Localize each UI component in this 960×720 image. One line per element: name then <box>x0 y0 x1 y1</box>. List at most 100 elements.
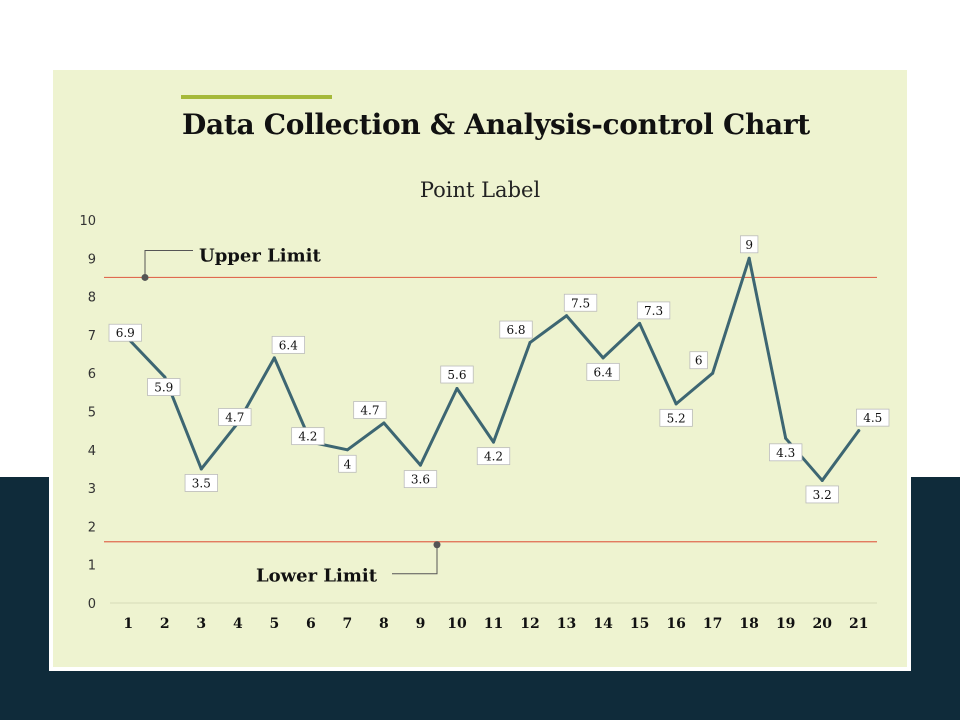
y-tick-label: 2 <box>88 520 96 535</box>
data-label-box <box>184 474 218 492</box>
data-label-box <box>659 408 693 427</box>
data-point <box>418 463 422 467</box>
data-label-text: 6.9 <box>116 326 135 340</box>
data-label: 6.9 <box>108 323 142 342</box>
data-point <box>747 256 751 260</box>
upper-limit-marker <box>141 273 149 281</box>
x-tick-label: 14 <box>593 616 613 632</box>
data-label: 5.6 <box>440 365 474 384</box>
data-labels: 6.9 5.9 3.5 4.7 6.4 4.2 4 4.7 3.6 5.6 4.2 6.8 7.5 6.4… <box>108 235 890 504</box>
data-label: 9 <box>740 235 759 254</box>
data-point <box>199 467 203 471</box>
data-label-box <box>805 485 839 504</box>
data-label: 6.4 <box>271 335 306 354</box>
y-tick-label: 9 <box>88 252 96 267</box>
data-label-text: 6.4 <box>279 338 298 352</box>
data-label: 6 <box>689 351 708 370</box>
y-tick-label: 8 <box>88 291 96 306</box>
chart-card-inner <box>53 70 907 667</box>
data-label-box <box>403 470 438 489</box>
y-tick-label: 10 <box>79 214 96 229</box>
data-label-text: 3.5 <box>192 476 211 490</box>
y-tick-label: 1 <box>88 559 96 574</box>
data-label-text: 4.5 <box>863 411 882 425</box>
data-label-text: 4.2 <box>484 450 503 464</box>
data-label-text: 7.3 <box>644 304 663 318</box>
data-label-box <box>563 293 598 312</box>
x-tick-label: 12 <box>520 616 539 632</box>
data-label-text: 4.2 <box>298 430 317 444</box>
page-title: Data Collection & Analysis-control Chart <box>182 108 810 141</box>
data-label-text: 9 <box>745 238 753 252</box>
x-tick-label: 16 <box>666 616 685 632</box>
upper-limit-leader <box>144 249 193 278</box>
data-label: 4.5 <box>856 408 890 427</box>
lower-limit-marker <box>433 541 441 549</box>
series-line <box>126 256 861 482</box>
data-label-text: 3.2 <box>813 488 832 502</box>
data-label-box <box>740 235 759 254</box>
data-label-text: 7.5 <box>571 296 590 310</box>
data-label-box <box>499 320 533 339</box>
data-label-text: 4.7 <box>225 410 244 424</box>
lower-limit-label: Lower Limit <box>256 566 378 587</box>
y-tick-label: 3 <box>88 482 96 497</box>
data-label-text: 6.8 <box>506 323 525 337</box>
data-label-box <box>108 323 142 342</box>
data-label-box <box>440 365 474 384</box>
data-label-box <box>218 408 252 426</box>
y-axis: 0 1 2 3 4 5 6 7 8 9 10 <box>79 214 96 612</box>
x-tick-label: 21 <box>849 616 868 632</box>
data-label-box <box>291 427 325 446</box>
control-limits: Upper Limit Lower Limit <box>104 245 877 587</box>
data-point <box>345 448 349 452</box>
data-label-box <box>689 351 708 370</box>
y-tick-label: 5 <box>88 406 96 421</box>
upper-limit-label: Upper Limit <box>199 245 321 266</box>
data-label: 5.2 <box>659 408 693 427</box>
data-label-box <box>636 301 671 320</box>
data-point <box>455 387 459 391</box>
x-tick-label: 6 <box>306 616 316 632</box>
x-tick-label: 5 <box>269 616 279 632</box>
data-label-text: 4.3 <box>776 446 795 460</box>
data-label: 6.8 <box>499 320 533 339</box>
data-point <box>784 436 788 440</box>
data-label: 3.6 <box>403 470 438 489</box>
data-label: 4 <box>338 454 357 473</box>
data-point <box>638 321 642 325</box>
data-label: 4.3 <box>769 443 803 462</box>
data-label-text: 5.9 <box>154 381 173 395</box>
data-label-box <box>338 454 357 473</box>
data-label-box <box>147 378 181 396</box>
data-label-box <box>476 447 511 466</box>
x-tick-label: 9 <box>416 616 426 632</box>
data-label-text: 6 <box>695 354 703 368</box>
data-point <box>601 356 605 360</box>
data-point <box>565 314 569 318</box>
data-label-text: 4.7 <box>360 403 379 417</box>
data-label-box <box>769 443 803 462</box>
x-tick-label: 20 <box>812 616 832 632</box>
x-tick-label: 13 <box>557 616 576 632</box>
x-tick-label: 10 <box>447 616 467 632</box>
data-label-box <box>856 408 890 427</box>
y-tick-label: 6 <box>88 367 96 382</box>
data-point <box>674 402 678 406</box>
x-tick-label: 15 <box>630 616 649 632</box>
x-axis: 1 2 3 4 5 6 7 8 9 10 11 12 13 14 15 16 17 18 19 20 21 <box>110 602 877 632</box>
chart-card <box>49 67 911 671</box>
x-tick-label: 19 <box>776 616 795 632</box>
data-label: 6.4 <box>586 362 620 381</box>
x-tick-label: 3 <box>196 616 206 632</box>
data-label: 4.2 <box>476 447 511 466</box>
x-tick-label: 2 <box>160 616 170 632</box>
data-series <box>126 256 861 482</box>
x-tick-label: 11 <box>484 616 503 632</box>
data-label: 3.5 <box>184 474 218 492</box>
data-label: 4.2 <box>291 427 325 446</box>
y-tick-label: 7 <box>88 329 96 344</box>
x-tick-label: 7 <box>343 616 353 632</box>
data-label: 7.5 <box>563 293 598 312</box>
